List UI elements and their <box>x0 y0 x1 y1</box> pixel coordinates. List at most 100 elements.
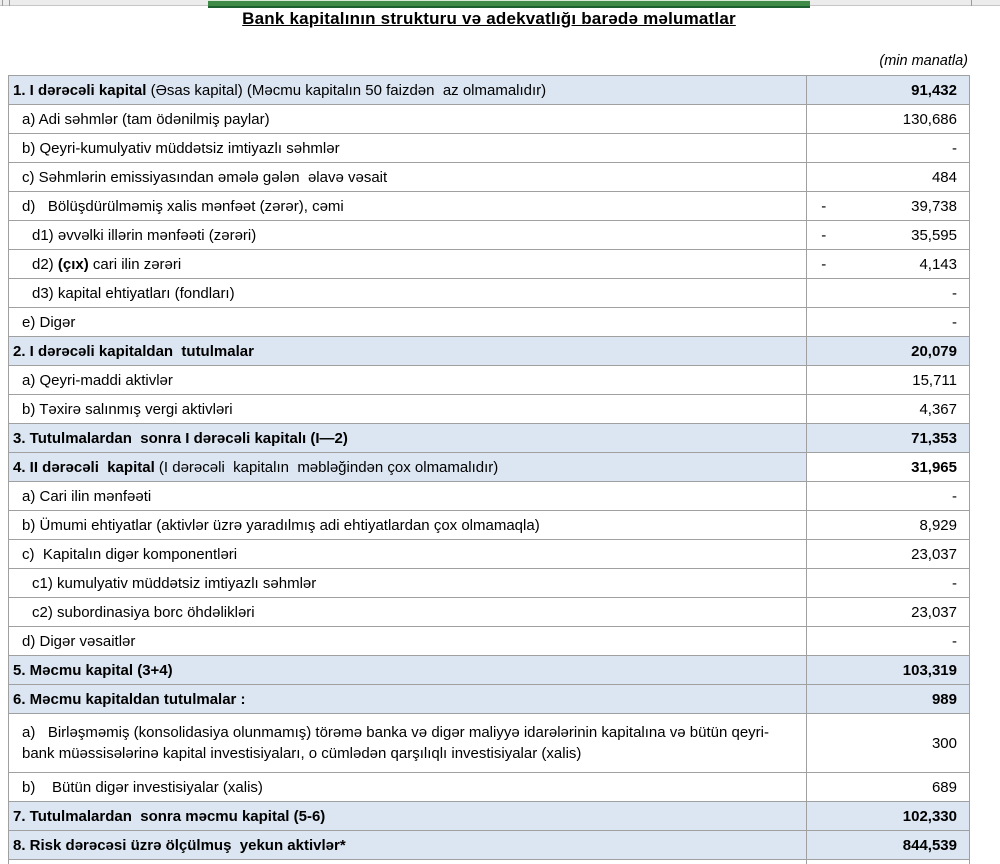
table-row: d3) kapital ehtiyatları (fondları) - <box>9 279 969 308</box>
row-label: 7. Tutulmalardan sonra məcmu kapital (5-… <box>13 807 326 825</box>
row-label-cell[interactable]: 4. II dərəcəli kapital (I dərəcəli kapit… <box>9 453 808 481</box>
row-value-cell[interactable]: 4,367 <box>807 395 969 423</box>
row-label-cell[interactable]: b) Ümumi ehtiyatlar (aktivlər üzrə yarad… <box>9 511 808 539</box>
row-value: 989 <box>931 690 957 708</box>
row-label-cell[interactable]: d2) (çıx) cari ilin zərəri <box>9 250 808 278</box>
table-row: 1. I dərəcəli kapital (Əsas kapital) (Mə… <box>9 76 969 105</box>
row-value-cell[interactable]: 71,353 <box>807 424 969 452</box>
row-value-cell[interactable]: 689 <box>807 773 969 801</box>
row-label-cell[interactable]: c2) subordinasiya borc öhdəlikləri <box>9 598 808 626</box>
row-label-cell[interactable]: a) Birləşməmiş (konsolidasiya olunmamış)… <box>9 714 808 772</box>
row-label: 3. Tutulmalardan sonra I dərəcəli kapita… <box>13 429 348 447</box>
row-label-cell[interactable]: a) Adi səhmlər (tam ödənilmiş paylar) <box>9 105 808 133</box>
row-value-cell[interactable]: - <box>807 279 969 307</box>
row-value: 484 <box>931 168 957 186</box>
row-label-cell[interactable]: 1. I dərəcəli kapital (Əsas kapital) (Mə… <box>9 76 808 104</box>
row-label-cell[interactable]: 5. Məcmu kapital (3+4) <box>9 656 808 684</box>
column-divider-tick <box>2 0 3 6</box>
row-value-cell[interactable]: 31,965 <box>807 453 969 481</box>
row-value-cell[interactable]: 20,079 <box>807 337 969 365</box>
row-value-cell[interactable]: - <box>807 627 969 655</box>
row-label: d2) (çıx) cari ilin zərəri <box>32 255 182 273</box>
table-row: d) Digər vəsaitlər - <box>9 627 969 656</box>
row-value: 23,037 <box>911 545 957 563</box>
row-value-cell[interactable]: 103,319 <box>807 656 969 684</box>
row-value-cell[interactable]: 8,929 <box>807 511 969 539</box>
row-value-cell[interactable]: 102,330 <box>807 802 969 830</box>
row-value-cell[interactable]: 989 <box>807 685 969 713</box>
row-label-cell[interactable]: 2. I dərəcəli kapitaldan tutulmalar <box>9 337 808 365</box>
row-label: b) Bütün digər investisiyalar (xalis) <box>22 778 263 796</box>
row-label-cell[interactable]: b) Bütün digər investisiyalar (xalis) <box>9 773 808 801</box>
row-label-cell[interactable]: e) Digər <box>9 308 808 336</box>
unit-note: (min manatla) <box>879 53 968 69</box>
table-row: 7. Tutulmalardan sonra məcmu kapital (5-… <box>9 802 969 831</box>
row-label: d3) kapital ehtiyatları (fondları) <box>32 284 235 302</box>
row-value: 8,929 <box>919 516 957 534</box>
column-divider-tick <box>9 0 10 6</box>
table-row: 5. Məcmu kapital (3+4) 103,319 <box>9 656 969 685</box>
row-label-cell[interactable]: 6. Məcmu kapitaldan tutulmalar : <box>9 685 808 713</box>
row-value: - <box>952 574 957 592</box>
row-value: 689 <box>931 778 957 796</box>
table-row: c) Kapitalın digər komponentləri 23,037 <box>9 540 969 569</box>
row-value-cell[interactable]: - <box>807 482 969 510</box>
row-label: b) Təxirə salınmış vergi aktivləri <box>22 400 233 418</box>
row-value-cell[interactable]: - 39,738 <box>807 192 969 220</box>
row-value-cell[interactable]: 91,432 <box>807 76 969 104</box>
row-value-cell[interactable]: - <box>807 569 969 597</box>
row-label: e) Digər <box>22 313 76 331</box>
table-row: c1) kumulyativ müddətsiz imtiyazlı səhml… <box>9 569 969 598</box>
row-value-cell[interactable]: 23,037 <box>807 598 969 626</box>
row-label-cell[interactable]: a) Cari ilin mənfəəti <box>9 482 808 510</box>
row-label: d) Digər vəsaitlər <box>22 632 136 650</box>
row-label-cell[interactable]: d3) kapital ehtiyatları (fondları) <box>9 279 808 307</box>
negative-sign: - <box>821 226 827 244</box>
row-value-cell[interactable]: - <box>807 308 969 336</box>
cutoff-row <box>9 860 969 864</box>
row-label-cell[interactable]: d1) əvvəlki illərin mənfəəti (zərəri) <box>9 221 808 249</box>
row-label: c1) kumulyativ müddətsiz imtiyazlı səhml… <box>32 574 317 592</box>
table-row: c) Səhmlərin emissiyasından əmələ gələn … <box>9 163 969 192</box>
row-label: c2) subordinasiya borc öhdəlikləri <box>32 603 255 621</box>
row-value-cell[interactable]: 130,686 <box>807 105 969 133</box>
row-label: b) Ümumi ehtiyatlar (aktivlər üzrə yarad… <box>22 516 540 534</box>
row-label-cell[interactable]: d) Bölüşdürülməmiş xalis mənfəət (zərər)… <box>9 192 808 220</box>
row-value-cell[interactable]: - <box>807 134 969 162</box>
row-value-cell[interactable]: 484 <box>807 163 969 191</box>
row-label-cell[interactable]: b) Qeyri-kumulyativ müddətsiz imtiyazlı … <box>9 134 808 162</box>
row-value: 102,330 <box>902 807 957 825</box>
table-row: a) Cari ilin mənfəəti - <box>9 482 969 511</box>
row-label: a) Qeyri-maddi aktivlər <box>22 371 173 389</box>
row-value-cell[interactable]: 300 <box>807 714 969 772</box>
row-label-cell[interactable]: c) Səhmlərin emissiyasından əmələ gələn … <box>9 163 808 191</box>
selected-columns-highlight <box>208 0 810 8</box>
row-value: 4,143 <box>919 255 957 273</box>
row-label-cell[interactable]: 8. Risk dərəcəsi üzrə ölçülmuş yekun akt… <box>9 831 808 859</box>
row-value-cell[interactable]: - 4,143 <box>807 250 969 278</box>
row-label-cell[interactable]: d) Digər vəsaitlər <box>9 627 808 655</box>
row-value-cell[interactable]: - 35,595 <box>807 221 969 249</box>
row-label: 6. Məcmu kapitaldan tutulmalar : <box>13 690 246 708</box>
row-label: 4. II dərəcəli kapital (I dərəcəli kapit… <box>13 458 499 476</box>
row-label-cell[interactable]: b) Təxirə salınmış vergi aktivləri <box>9 395 808 423</box>
row-value: 31,965 <box>911 458 957 476</box>
table-row: c2) subordinasiya borc öhdəlikləri 23,037 <box>9 598 969 627</box>
row-label-cell[interactable]: a) Qeyri-maddi aktivlər <box>9 366 808 394</box>
row-label-cell[interactable]: 7. Tutulmalardan sonra məcmu kapital (5-… <box>9 802 808 830</box>
row-label: c) Səhmlərin emissiyasından əmələ gələn … <box>22 168 388 186</box>
row-value-cell[interactable]: 15,711 <box>807 366 969 394</box>
row-value: 130,686 <box>902 110 957 128</box>
row-value-cell[interactable]: 23,037 <box>807 540 969 568</box>
row-value-cell[interactable]: 844,539 <box>807 831 969 859</box>
row-label-cell[interactable]: c) Kapitalın digər komponentləri <box>9 540 808 568</box>
row-value-cell <box>807 860 969 864</box>
row-label-cell[interactable]: 3. Tutulmalardan sonra I dərəcəli kapita… <box>9 424 808 452</box>
table-row: d1) əvvəlki illərin mənfəəti (zərəri) - 35… <box>9 221 969 250</box>
row-label: a) Birləşməmiş (konsolidasiya olunmamış)… <box>22 724 769 762</box>
table-row: 6. Məcmu kapitaldan tutulmalar : 989 <box>9 685 969 714</box>
row-label-cell[interactable]: c1) kumulyativ müddətsiz imtiyazlı səhml… <box>9 569 808 597</box>
table-row: d) Bölüşdürülməmiş xalis mənfəət (zərər)… <box>9 192 969 221</box>
row-label: d) Bölüşdürülməmiş xalis mənfəət (zərər)… <box>22 197 344 215</box>
row-value: 103,319 <box>902 661 957 679</box>
